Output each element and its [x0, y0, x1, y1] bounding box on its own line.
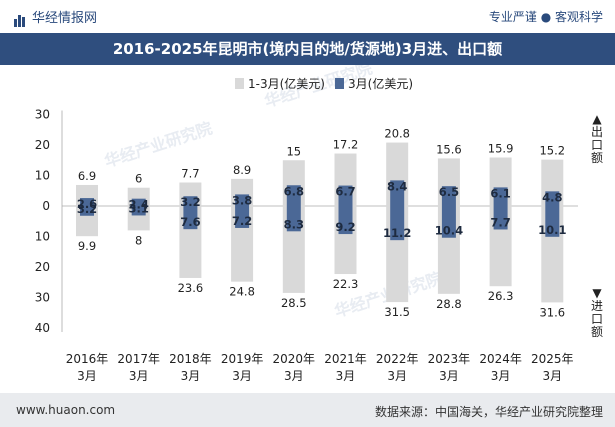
watermark: 华经产业研究院	[102, 118, 214, 171]
tagline: 专业严谨 ● 客观科学	[488, 10, 603, 24]
legend-label-2: 3月(亿美元)	[348, 76, 413, 91]
y-tick-label: 30	[35, 108, 50, 122]
data-label-ytd-export: 6	[135, 172, 142, 186]
export-side-label: ▲出口额	[590, 112, 603, 165]
data-label-march-import: 10.4	[435, 224, 463, 238]
bar-march	[493, 187, 508, 230]
data-label-ytd-import: 22.3	[333, 277, 359, 291]
bar-march	[183, 196, 198, 230]
data-label-march-export: 8.4	[387, 179, 407, 193]
x-tick-label-month: 3月	[77, 369, 97, 383]
data-label-ytd-export: 8.9	[233, 163, 251, 177]
footer: www.huaon.com 数据来源：中国海关，华经产业研究院整理	[0, 393, 615, 427]
x-tick-label-month: 3月	[284, 369, 304, 383]
x-tick-label-month: 3月	[181, 369, 201, 383]
legend-label-1: 1-3月(亿美元)	[248, 76, 325, 91]
data-label-march-import: 9.2	[335, 220, 355, 234]
data-label-march-import: 10.1	[538, 223, 566, 237]
data-label-ytd-export: 15.6	[436, 142, 462, 156]
y-tick-label: 10	[35, 230, 50, 244]
data-label-ytd-import: 31.5	[384, 305, 410, 319]
data-label-march-export: 6.5	[439, 185, 459, 199]
data-label-ytd-import: 26.3	[488, 289, 514, 303]
bar-march	[286, 185, 301, 232]
bar-march	[131, 198, 146, 216]
y-tick-label: 40	[35, 321, 50, 335]
data-label-march-export: 4.8	[542, 190, 562, 204]
data-label-march-export: 2.6	[77, 197, 97, 211]
data-label-march-import: 7.2	[232, 214, 252, 228]
data-label-ytd-import: 23.6	[178, 281, 204, 295]
header-bar: 华经情报网 专业严谨 ● 客观科学	[0, 0, 615, 30]
bar-march	[390, 180, 405, 241]
data-label-march-export: 3.8	[232, 193, 252, 207]
bar-march	[545, 191, 560, 237]
data-label-march-import: 7.7	[490, 215, 510, 229]
x-tick-label: 2019年	[221, 352, 264, 366]
chart-title: 2016-2025年昆明市(境内目的地/货源地)3月进、出口额	[0, 33, 615, 65]
x-tick-label-month: 3月	[387, 369, 407, 383]
bar-march	[338, 185, 353, 235]
x-tick-label-month: 3月	[491, 369, 511, 383]
x-tick-label-month: 3月	[129, 369, 149, 383]
data-label-march-export: 2.4	[129, 198, 149, 212]
bar-march	[235, 194, 250, 228]
brand[interactable]: 华经情报网	[14, 7, 98, 27]
site-url[interactable]: www.huaon.com	[16, 403, 116, 417]
bar-march	[80, 198, 94, 216]
data-label-march-import: 8.3	[284, 217, 304, 231]
data-label-ytd-export: 6.9	[78, 169, 96, 183]
data-label-march-import: 7.6	[180, 215, 200, 229]
data-label-ytd-export: 15.9	[488, 142, 514, 156]
legend-swatch-1	[235, 78, 244, 89]
x-tick-label: 2017年	[117, 352, 160, 366]
x-tick-label: 2020年	[273, 352, 316, 366]
data-label-ytd-export: 15.2	[539, 144, 565, 158]
chart: 华经产业研究院华经产业研究院华经产业研究院1-3月(亿美元)3月(亿美元)302…	[35, 65, 578, 383]
data-label-ytd-export: 20.8	[384, 127, 410, 141]
x-tick-label: 2022年	[376, 352, 419, 366]
x-tick-label-month: 3月	[542, 369, 562, 383]
x-tick-label: 2016年	[66, 352, 109, 366]
y-tick-label: 10	[35, 169, 50, 183]
data-label-ytd-import: 24.8	[229, 285, 255, 299]
y-tick-label: 30	[35, 291, 50, 305]
bar-march	[441, 186, 456, 238]
x-tick-label-month: 3月	[232, 369, 252, 383]
data-label-march-export: 6.7	[335, 185, 355, 199]
data-label-ytd-import: 31.6	[539, 305, 565, 319]
data-label-ytd-export: 15	[286, 144, 301, 158]
data-label-march-export: 3.2	[180, 195, 200, 209]
data-source: 数据来源：中国海关，华经产业研究院整理	[374, 405, 603, 419]
x-tick-label-month: 3月	[336, 369, 356, 383]
brand-name: 华经情报网	[32, 11, 98, 26]
data-label-ytd-import: 8	[135, 233, 142, 247]
data-label-ytd-export: 7.7	[181, 167, 199, 181]
data-label-ytd-export: 17.2	[333, 138, 359, 152]
data-label-march-import: 11.2	[383, 226, 411, 240]
x-tick-label: 2021年	[324, 352, 367, 366]
data-label-ytd-import: 28.8	[436, 297, 462, 311]
y-tick-label: 20	[35, 138, 50, 152]
brand-logo-icon	[14, 12, 28, 27]
data-label-ytd-import: 28.5	[281, 296, 307, 310]
data-label-march-export: 6.8	[284, 184, 304, 198]
data-label-march-import: 3.1	[129, 201, 149, 215]
x-tick-label-month: 3月	[439, 369, 459, 383]
x-tick-label: 2025年	[531, 352, 574, 366]
x-tick-label: 2018年	[169, 352, 212, 366]
import-side-label: ▼进口额	[590, 286, 603, 339]
data-label-march-import: 3.2	[77, 202, 97, 216]
x-tick-label: 2024年	[479, 352, 522, 366]
data-label-march-export: 6.1	[490, 186, 510, 200]
legend-swatch-2	[335, 78, 344, 89]
data-label-ytd-import: 9.9	[78, 239, 96, 253]
y-tick-label: 0	[42, 199, 50, 213]
y-tick-label: 20	[35, 260, 50, 274]
x-tick-label: 2023年	[428, 352, 471, 366]
